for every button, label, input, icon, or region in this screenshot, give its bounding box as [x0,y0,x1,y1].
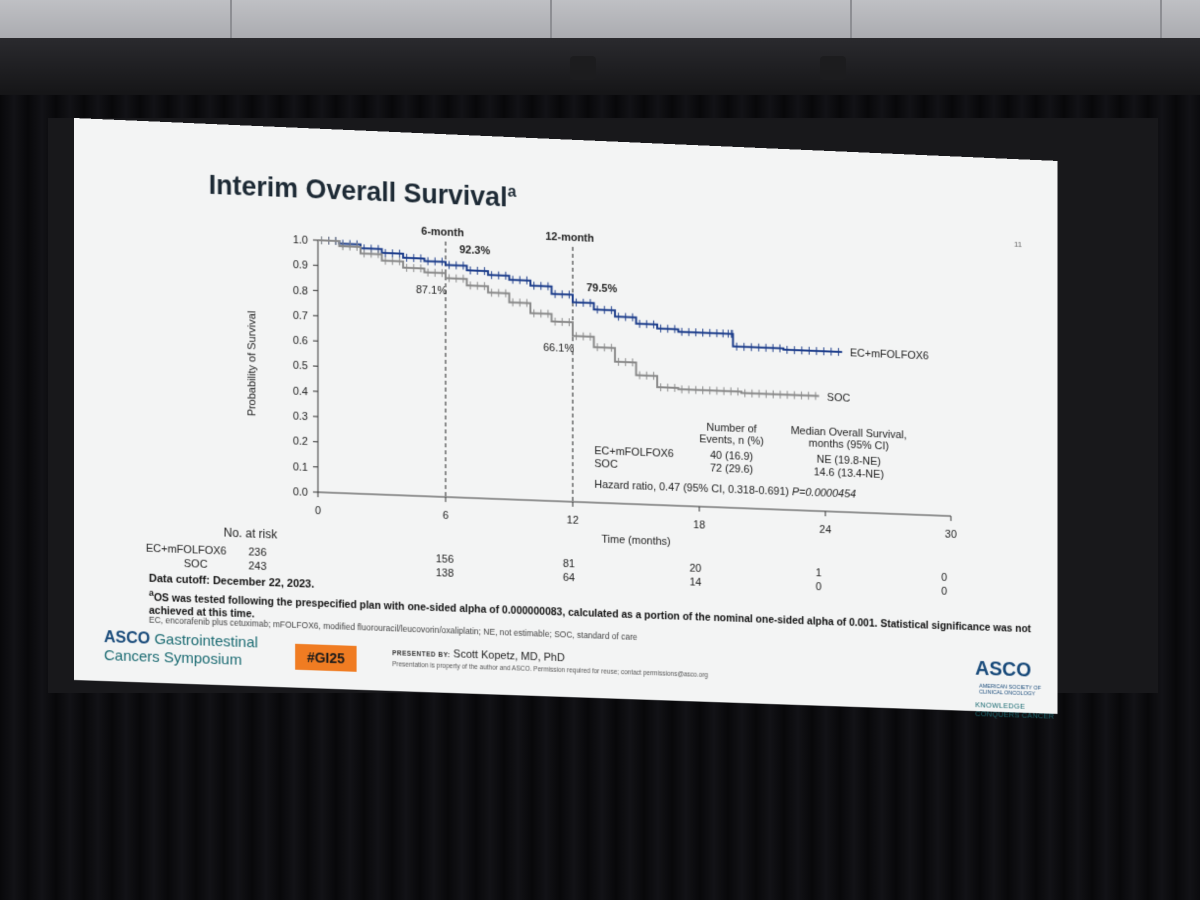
at-risk-value: 14 [690,576,702,588]
x-axis-title: Time (months) [601,534,670,548]
symposium-logo: ASCO Gastrointestinal Cancers Symposium [104,629,258,670]
landmark-label: 12-month [545,231,594,245]
y-tick-label: 0.8 [293,285,308,298]
y-tick-label: 0.2 [293,436,308,449]
survival-curves [318,236,842,401]
presenter-name: Scott Kopetz, MD, PhD [453,648,564,664]
at-risk-value: 81 [563,558,575,570]
y-tick-label: 0.0 [293,486,308,499]
landmark-label: 6-month [421,226,464,240]
asco-tagline: KNOWLEDGE CONQUERS CANCER [975,700,1057,721]
table-median: 14.6 (13.4-NE) [814,466,884,481]
table-median: NE (19.8-NE) [817,454,881,468]
x-tick-label: 24 [819,524,831,536]
y-tick-label: 0.1 [293,461,308,474]
table-arm: SOC [594,458,617,471]
y-tick-label: 0.7 [293,310,308,323]
hashtag-badge: #GI25 [295,644,356,672]
at-risk-value: 0 [941,586,947,598]
km-curve [318,240,819,396]
at-risk-value: 0 [941,572,947,584]
x-tick-label: 0 [315,505,321,517]
at-risk-title: No. at risk [224,526,278,542]
table-events: 40 (16.9) [710,450,753,464]
table-events: 72 (29.6) [710,462,753,476]
at-risk-value: 236 [248,546,266,559]
x-tick-label: 30 [945,529,957,541]
chart-labels: EC+mFOLFOX692.3%79.5%SOC87.1%66.1%Number… [416,243,929,504]
landmark-value: 79.5% [586,282,617,295]
asco-brand: ASCO [104,629,150,648]
asco-logo: ASCO AMERICAN SOCIETY OF CLINICAL ONCOLOGY… [975,658,1057,721]
y-tick-label: 1.0 [293,234,308,247]
asco-sub2: CLINICAL ONCOLOGY [979,690,1035,698]
at-risk-arm: SOC [184,558,208,571]
y-tick-label: 0.9 [293,259,308,272]
series-label: SOC [827,392,850,405]
rights-notice: Presentation is property of the author a… [392,661,708,679]
at-risk-value: 156 [436,553,454,566]
at-risk-value: 243 [248,560,266,573]
landmark-value: 66.1% [543,342,574,355]
at-risk-value: 20 [690,563,702,575]
truss [0,38,1200,98]
y-axis-title: Probability of Survival [246,311,258,417]
table-header: Events, n (%) [699,433,764,447]
y-tick-label: 0.3 [293,411,308,424]
at-risk-value: 1 [816,567,822,579]
x-tick-label: 18 [693,519,705,531]
stage-light [570,56,596,80]
stage-light [820,56,846,80]
ceiling [0,0,1200,110]
presentation-slide: Interim Overall Survivala 11 0.0 0.1 0.2 0.… [74,118,1058,714]
asco-logo-subtext: AMERICAN SOCIETY OF CLINICAL ONCOLOGY [979,684,1041,698]
x-tick-label: 12 [567,514,579,526]
at-risk-value: 64 [563,572,575,584]
symposium-line1: Gastrointestinal [154,631,258,652]
x-tick-label: 6 [443,510,449,522]
at-risk-value: 0 [816,581,822,593]
hazard-ratio: Hazard ratio, 0.47 (95% CI, 0.318-0.691)… [594,479,856,501]
table-header: months (95% CI) [809,438,889,453]
landmark-value: 87.1% [416,284,447,297]
asco-logo-text: ASCO [975,658,1031,682]
y-tick-label: 0.5 [293,360,308,373]
presented-label: PRESENTED BY: [392,650,450,659]
landmark-value: 92.3% [459,245,490,258]
p-value: P=0.0000454 [792,486,856,500]
chart-axes: 0.0 0.1 0.2 0.3 0.4 0.5 0.6 0.7 0.8 0.9 1.0 0 6 12 18 2… [246,218,956,558]
y-tick-label: 0.6 [293,335,308,348]
y-tick-label: 0.4 [293,385,308,398]
at-risk-value: 138 [436,567,454,580]
series-label: EC+mFOLFOX6 [850,347,929,362]
